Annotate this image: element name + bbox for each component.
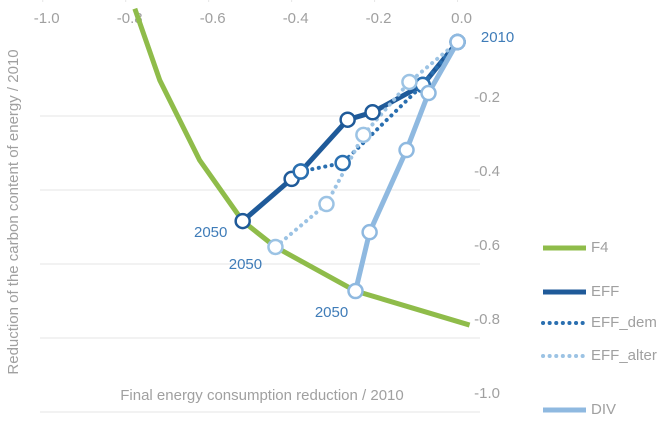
y-tick-label: -0.2 [474, 89, 500, 106]
data-point [267, 238, 284, 256]
data-point [361, 223, 378, 241]
legend-label: EFF_dem [591, 314, 657, 331]
annotation: 2050 [194, 224, 227, 241]
legend-label: F4 [591, 239, 609, 256]
x-tick-label: -1.0 [34, 10, 60, 27]
legend-label: EFF [591, 283, 619, 300]
series-line [241, 40, 460, 223]
plot-area [132, 7, 471, 328]
data-point [292, 163, 310, 180]
x-tick-label: -0.4 [283, 10, 309, 27]
x-axis-label: Final energy consumption reduction / 201… [120, 387, 404, 404]
data-point [334, 154, 351, 172]
legend-label: DIV [591, 401, 616, 418]
y-tick-label: -0.8 [474, 311, 500, 328]
data-point [234, 212, 251, 230]
data-point [364, 104, 381, 121]
series-line [298, 40, 460, 174]
y-tick-label: -0.4 [474, 163, 500, 180]
data-point [355, 126, 372, 144]
x-tick-label: -0.2 [366, 10, 392, 27]
y-tick-label: -1.0 [474, 385, 500, 402]
data-point [347, 282, 364, 300]
data-point [318, 195, 335, 213]
x-tick-label: -0.6 [200, 10, 226, 27]
legend-label: EFF_alter [591, 347, 657, 364]
data-point [401, 73, 418, 91]
data-point [398, 141, 415, 159]
annotation: 2010 [481, 29, 514, 46]
y-axis-label: Reduction of the carbon content of energ… [5, 49, 22, 374]
annotation: 2050 [315, 304, 348, 321]
data-point [339, 111, 356, 128]
data-point [449, 33, 466, 51]
y-tick-label: -0.6 [474, 237, 500, 254]
data-point [420, 84, 437, 102]
x-tick-label: 0.0 [451, 10, 472, 27]
annotation: 2050 [229, 256, 262, 273]
